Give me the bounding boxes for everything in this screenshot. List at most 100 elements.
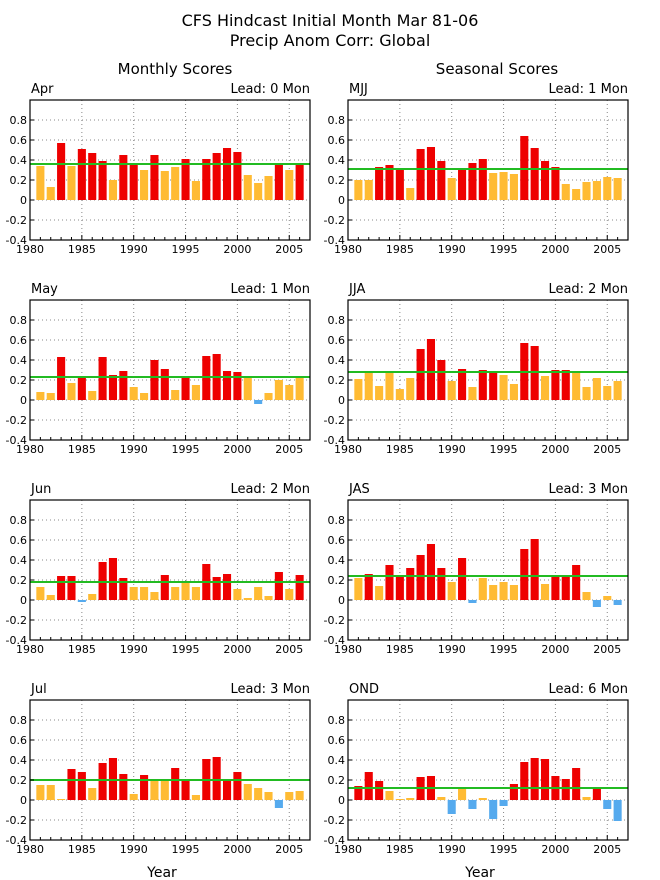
x-tick-label: 2000 [541, 843, 569, 856]
bar-1999 [222, 148, 232, 200]
bar-2001 [243, 784, 252, 800]
bar-2004 [592, 378, 601, 400]
bar-2005 [285, 589, 294, 600]
panel-mjj: -0.4 -0.2 0 0.2 0.4 0.6 0.8 1980 1985 1990 1995 200… [324, 82, 629, 256]
panels-group: -0.4 -0.2 0 0.2 0.4 0.6 0.8 1980 1985 1990 1995 200… [6, 82, 629, 856]
panel-label: Jul [30, 682, 47, 697]
panel-label: OND [349, 682, 379, 697]
plot-frame [29, 299, 311, 441]
bar-1999 [222, 780, 232, 800]
panel-jul: -0.4 -0.2 0 0.2 0.4 0.6 0.8 1980 1985 1990 1995 200… [6, 682, 311, 856]
bar-2005 [285, 792, 294, 800]
bar-1998 [530, 758, 539, 800]
bar-1990 [129, 587, 138, 600]
bar-1983 [57, 357, 66, 400]
panel-label: Apr [31, 82, 54, 97]
plot-frame [29, 699, 311, 841]
panel-may: -0.4 -0.2 0 0.2 0.4 0.6 0.8 1980 1985 1990 1995 200… [6, 282, 311, 456]
plot-frame [347, 699, 629, 841]
y-tick-label: 0.2 [10, 574, 28, 587]
bar-1984 [67, 383, 76, 400]
bar-1985 [77, 772, 86, 800]
y-tick-label: 0.6 [10, 134, 28, 147]
x-tick-label: 1995 [172, 843, 200, 856]
y-tick-label: -0.2 [6, 214, 27, 227]
y-tick-label: -0.2 [324, 814, 345, 827]
bar-1981 [354, 379, 363, 400]
bar-1983 [57, 143, 66, 200]
bar-1995 [181, 583, 190, 600]
plot-frame [347, 299, 629, 441]
bar-1986 [406, 378, 415, 400]
panel-lead: Lead: 3 Mon [230, 682, 310, 697]
bar-2004 [592, 600, 601, 607]
bar-1984 [67, 576, 76, 600]
x-tick-label: 1995 [490, 443, 518, 456]
bar-1993 [478, 798, 487, 800]
bar-1989 [119, 371, 128, 400]
x-tick-label: 1995 [172, 443, 200, 456]
bar-2004 [274, 164, 283, 200]
bar-1983 [375, 386, 384, 400]
bar-1994 [489, 173, 498, 200]
y-tick-label: -0.4 [6, 634, 27, 647]
bar-1993 [160, 575, 169, 600]
x-tick-label: 1985 [68, 243, 96, 256]
bar-1995 [499, 172, 508, 200]
x-axis-label-left: Year [146, 865, 177, 880]
y-tick-label: 0 [338, 794, 345, 807]
x-tick-label: 1995 [172, 243, 200, 256]
x-tick-label: 1980 [334, 643, 362, 656]
y-tick-label: 0 [338, 194, 345, 207]
x-tick-label: 1980 [334, 243, 362, 256]
bar-1987 [416, 349, 425, 400]
bar-1993 [160, 369, 169, 400]
x-tick-label: 1995 [172, 643, 200, 656]
x-tick-label: 2005 [275, 243, 303, 256]
bar-2001 [561, 779, 570, 800]
x-tick-label: 1990 [120, 443, 148, 456]
y-tick-label: 0.2 [328, 574, 346, 587]
y-tick-label: -0.4 [324, 434, 345, 447]
bar-1987 [416, 149, 425, 200]
bar-1985 [395, 169, 404, 200]
bar-1999 [540, 759, 550, 800]
x-tick-label: 1990 [438, 243, 466, 256]
y-tick-label: -0.4 [6, 234, 27, 247]
bar-1982 [46, 393, 55, 400]
bar-1999 [222, 371, 232, 400]
bar-1988 [108, 180, 118, 200]
bar-1993 [160, 171, 169, 200]
y-tick-label: 0.8 [328, 514, 346, 527]
y-tick-label: 0.8 [328, 314, 346, 327]
x-tick-label: 1980 [16, 243, 44, 256]
x-tick-label: 1995 [490, 243, 518, 256]
bar-1993 [478, 159, 487, 200]
plot-frame [347, 99, 629, 241]
bar-1991 [140, 393, 149, 400]
bar-1981 [36, 785, 45, 800]
bar-1990 [447, 582, 456, 600]
panel-lead: Lead: 6 Mon [548, 682, 628, 697]
y-tick-label: 0.6 [328, 134, 346, 147]
bar-1986 [88, 153, 97, 200]
bar-1990 [447, 178, 456, 200]
x-tick-label: 1985 [386, 243, 414, 256]
bar-2005 [285, 170, 294, 200]
x-tick-label: 2000 [541, 643, 569, 656]
bar-2005 [603, 386, 612, 400]
bar-2001 [561, 370, 570, 400]
bar-1999 [540, 161, 550, 200]
y-tick-label: 0.4 [10, 354, 28, 367]
bar-1996 [191, 587, 200, 600]
y-tick-label: -0.2 [6, 814, 27, 827]
panel-lead: Lead: 2 Mon [230, 482, 310, 497]
bar-2002 [254, 400, 263, 404]
y-tick-label: 0.8 [10, 514, 28, 527]
bar-2002 [254, 183, 263, 200]
y-tick-label: 0.6 [10, 534, 28, 547]
bar-1989 [119, 774, 128, 800]
bar-1981 [354, 786, 363, 800]
bar-1989 [119, 578, 128, 600]
